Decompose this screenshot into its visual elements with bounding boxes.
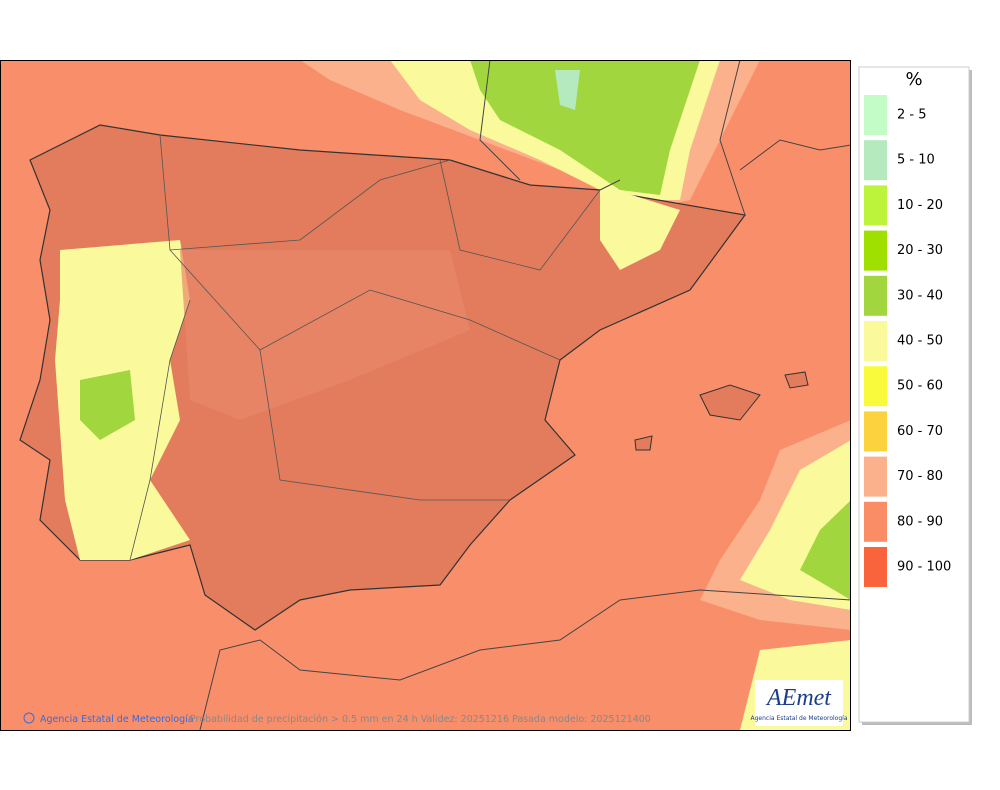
caption: Probabilidad de precipitación > 0.5 mm e… [190, 714, 651, 725]
map: Agencia Estatal de Meteorología Probabil… [0, 60, 851, 730]
legend-label: 70 - 80 [897, 469, 943, 484]
legend-swatch [864, 456, 887, 497]
legend-swatch [864, 275, 887, 316]
patch [800, 500, 851, 600]
map-frame [0, 60, 851, 731]
legend-swatch [864, 547, 887, 587]
legend-label: 30 - 40 [897, 288, 943, 303]
legend-label: 40 - 50 [897, 334, 943, 349]
legend-label: 2 - 5 [897, 108, 927, 123]
legend-swatch [864, 366, 887, 407]
island [699, 384, 761, 421]
legend-label: 90 - 100 [897, 560, 951, 575]
coast [479, 60, 851, 216]
copyright-icon [23, 712, 35, 724]
legend-swatch [864, 501, 887, 542]
legend-label: 10 - 20 [897, 198, 943, 213]
legend-label: 5 - 10 [897, 153, 935, 168]
legend-title: % [905, 69, 922, 90]
legend-swatch [864, 411, 887, 452]
logo-subtitle: Agencia Estatal de Meteorología [751, 715, 848, 722]
legend-label: 50 - 60 [897, 379, 943, 394]
legend-label: 20 - 30 [897, 243, 943, 258]
legend-items: 2 - 5 5 - 10 10 - 20 20 - 30 30 - 40 40 - 50 5… [864, 95, 951, 587]
legend-swatch [864, 185, 887, 226]
borders [129, 134, 601, 561]
legend-label: 80 - 90 [897, 514, 943, 529]
patch [555, 70, 580, 110]
logo: AEmet [765, 685, 832, 711]
patch [470, 60, 700, 195]
logo-box [755, 680, 843, 726]
legend-label: 60 - 70 [897, 424, 943, 439]
island [634, 435, 653, 451]
patch [80, 370, 135, 440]
patch [600, 185, 680, 270]
legend-swatch [864, 95, 887, 135]
legend-swatch [864, 321, 887, 361]
legend-swatch [864, 230, 887, 271]
africa-coast [199, 589, 851, 730]
legend-swatch [864, 140, 887, 181]
island [784, 371, 809, 389]
patch [180, 250, 470, 420]
credit: Agencia Estatal de Meteorología [40, 714, 194, 725]
